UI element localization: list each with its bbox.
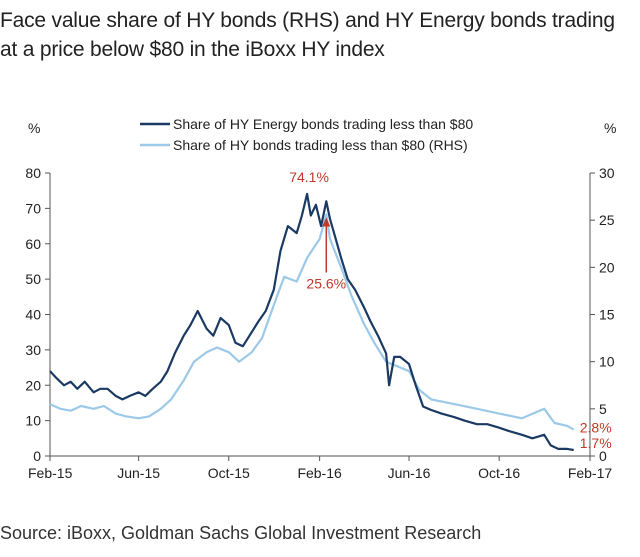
source-note: Source: iBoxx, Goldman Sachs Global Inve… (0, 523, 482, 543)
x-tick-label: Feb-16 (297, 465, 342, 481)
left-tick-label: 30 (25, 342, 41, 358)
right-tick-label: 10 (599, 354, 615, 370)
right-tick-label: 20 (599, 259, 615, 275)
chart-area: % % 0 10 20 30 40 50 60 70 80 0 5 10 15 20 25 30 Feb-15 Jun… (25, 116, 616, 481)
chart-legend: Share of HY Energy bonds trading less th… (140, 116, 473, 153)
chart-series (49, 192, 575, 452)
chart-title: Face value share of HY bonds (RHS) and H… (0, 9, 615, 61)
chart-axes: % % 0 10 20 30 40 50 60 70 80 0 5 10 15 20 25 30 Feb-15 Jun… (25, 120, 616, 481)
right-unit-label: % (604, 120, 616, 136)
annotation-peak-hy: 25.6% (306, 276, 346, 292)
series-line-hy-all (49, 213, 575, 431)
chart-annotations: 74.1% 25.6% 2.8%1.7% (289, 169, 611, 451)
x-tick-label: Feb-15 (28, 465, 73, 481)
right-tick-label: 5 (599, 401, 607, 417)
x-tick-label: Jun-16 (388, 465, 431, 481)
legend-label: Share of HY Energy bonds trading less th… (173, 116, 473, 132)
left-unit-label: % (28, 120, 40, 136)
x-tick-label: Oct-15 (208, 465, 250, 481)
annotation-end-energy: 1.7% (580, 435, 612, 451)
left-tick-label: 40 (25, 307, 41, 323)
x-tick-label: Oct-16 (478, 465, 520, 481)
left-tick-label: 80 (25, 165, 41, 181)
annotation-peak-energy: 74.1% (289, 169, 329, 185)
right-tick-label: 15 (599, 307, 615, 323)
right-tick-label: 25 (599, 212, 615, 228)
left-tick-label: 20 (25, 377, 41, 393)
left-tick-label: 50 (25, 271, 41, 287)
right-tick-label: 0 (599, 448, 607, 464)
right-tick-label: 30 (599, 165, 615, 181)
x-tick-label: Jun-15 (117, 465, 160, 481)
legend-label: Share of HY bonds trading less than $80 … (173, 137, 468, 153)
left-tick-label: 60 (25, 236, 41, 252)
x-tick-label: Feb-17 (568, 465, 613, 481)
left-tick-label: 70 (25, 200, 41, 216)
annotation-end-hy: 2.8% (580, 420, 612, 436)
left-tick-label: 0 (33, 448, 41, 464)
left-tick-label: 10 (25, 413, 41, 429)
annotation-arrow-head (322, 217, 331, 227)
series-line-hy-energy (49, 192, 574, 452)
